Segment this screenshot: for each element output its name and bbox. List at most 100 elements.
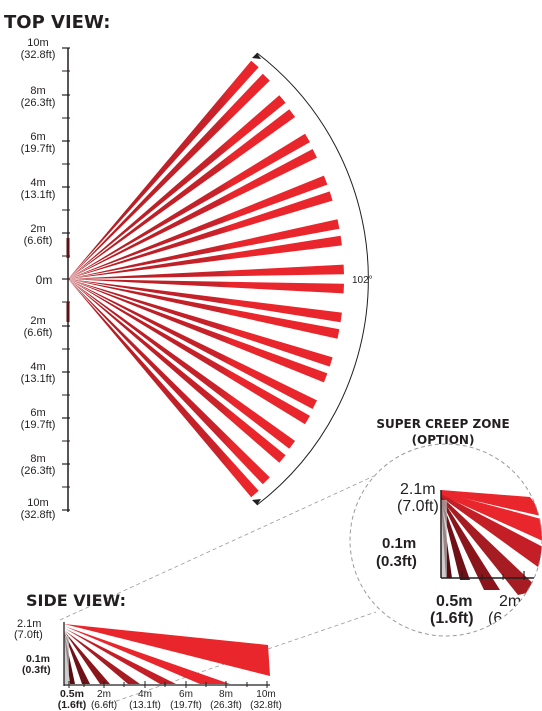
tick-label-ft: (13.1ft) xyxy=(21,373,56,385)
zoom-beam xyxy=(441,492,542,542)
tick-label-ft: (6.6ft) xyxy=(24,327,53,339)
top-view-beam xyxy=(68,279,259,498)
side-height-m: 2.1m xyxy=(17,618,41,630)
top-view-beam xyxy=(68,219,340,279)
top-view-beam xyxy=(68,191,333,279)
top-view-beam xyxy=(68,235,342,279)
top-view-beam xyxy=(68,73,270,279)
top-view-beam xyxy=(68,279,344,294)
top-view-scale-axis xyxy=(62,47,70,512)
side-tick-label-m: 10m xyxy=(256,689,275,700)
top-view-beam xyxy=(68,264,344,279)
top-view-beam xyxy=(68,279,342,323)
tick-label-m: 6m xyxy=(30,407,45,419)
top-view-beam xyxy=(68,60,259,280)
creep-zone-inset: SUPER CREEP ZONE (OPTION) 2.1m (7.0ft) 0… xyxy=(59,417,542,709)
tick-label-m: 6m xyxy=(30,131,45,143)
side-gray-band xyxy=(64,636,69,684)
side-view: SIDE VIEW: 2.1m xyxy=(14,591,282,711)
side-tick-label-m: 4m xyxy=(138,689,152,700)
tick-label-ft: (19.7ft) xyxy=(21,419,56,431)
zoom-dist-m: 0.5m xyxy=(436,593,472,610)
side-tick-labels: 2m (6.6ft) 4m (13.1ft) 6m (19.7ft) 8m (2… xyxy=(91,689,282,711)
top-view-beam xyxy=(68,279,286,463)
tick-label-ft: (6.6ft) xyxy=(24,235,53,247)
side-beam xyxy=(64,624,270,676)
top-view-beam xyxy=(68,109,296,279)
zoom-height-m: 2.1m xyxy=(400,481,436,498)
zoom-circle xyxy=(349,443,542,637)
side-low-ft: (0.3ft) xyxy=(22,664,51,676)
top-view-beam xyxy=(68,133,310,279)
tick-label-ft: (19.7ft) xyxy=(21,143,56,155)
side-beam xyxy=(64,632,90,684)
creep-zone-magnified-beams: 2.1m (7.0ft) 0.1m (0.3ft) 0.5m (1.6ft) 2… xyxy=(350,444,542,636)
side-beam xyxy=(64,628,176,684)
top-view-beam xyxy=(68,175,328,279)
side-axis-ticks xyxy=(68,681,268,688)
side-tick-label-ft: (6.6ft) xyxy=(91,700,117,711)
arc-arrow-top xyxy=(252,53,261,59)
zoom-beam xyxy=(441,496,540,595)
top-view-beam xyxy=(68,279,333,367)
arc-arrow-bottom xyxy=(252,499,261,505)
tick-label-ft: (32.8ft) xyxy=(21,509,56,521)
zoom-height-ft: (7.0ft) xyxy=(397,498,439,515)
top-view-beam xyxy=(68,279,270,485)
top-view-beam xyxy=(68,279,317,409)
tick-label-m: 8m xyxy=(30,453,45,465)
sensor-mark-upper xyxy=(66,238,70,258)
side-tick-label-ft: (32.8ft) xyxy=(250,700,282,711)
top-view-beam xyxy=(68,95,286,279)
side-dist-m: 0.5m xyxy=(60,688,84,700)
tick-label-ft: (13.1ft) xyxy=(21,189,56,201)
tick-label-m: 2m xyxy=(30,315,45,327)
zoom-next-m: 2m xyxy=(499,593,521,610)
tick-label-ft: (26.3ft) xyxy=(21,97,56,109)
top-view-beam xyxy=(68,279,340,339)
zoom-dist-ft: (1.6ft) xyxy=(430,610,474,627)
angle-label: 102° xyxy=(352,275,373,286)
tick-label-m: 8m xyxy=(30,85,45,97)
angle-arc xyxy=(256,52,369,506)
tick-label-m: 4m xyxy=(30,361,45,373)
tick-label-m: 10m xyxy=(27,37,48,49)
zoom-connector-upper xyxy=(59,475,375,621)
top-view-scale-labels: 10m (32.8ft) 8m (26.3ft) 6m (19.7ft) 4m … xyxy=(21,37,56,521)
zoom-low-m: 0.1m xyxy=(382,535,416,552)
tick-label-m: 4m xyxy=(30,177,45,189)
top-view-beam xyxy=(68,279,328,383)
tick-label-m: 10m xyxy=(27,497,48,509)
zoom-beam xyxy=(441,497,500,590)
zoom-low-ft: (0.3ft) xyxy=(376,553,417,570)
side-tick-label-ft: (26.3ft) xyxy=(210,700,242,711)
creep-zone-subtitle: (OPTION) xyxy=(412,433,475,447)
tick-label-ft: (32.8ft) xyxy=(21,49,56,61)
top-view-beam xyxy=(68,149,317,279)
creep-zone-title: SUPER CREEP ZONE xyxy=(376,417,509,431)
side-tick-label-m: 8m xyxy=(219,689,233,700)
side-tick-label-ft: (19.7ft) xyxy=(170,700,202,711)
top-view-beam xyxy=(68,279,310,425)
side-tick-label-m: 6m xyxy=(179,689,193,700)
zoom-beam xyxy=(441,490,542,517)
tick-label-ft: (26.3ft) xyxy=(21,465,56,477)
side-dist-ft: (1.6ft) xyxy=(58,699,87,711)
side-beam xyxy=(64,630,140,684)
zoom-beam xyxy=(441,494,542,572)
top-view-angle-indicator: 102° xyxy=(252,52,373,506)
creep-zone-gray-band xyxy=(441,500,447,578)
tick-label-zero: 0m xyxy=(36,273,53,287)
top-view-beam xyxy=(68,279,296,449)
top-view: TOP VIEW: xyxy=(4,12,373,521)
side-low-m: 0.1m xyxy=(26,653,50,665)
side-height-ft: (7.0ft) xyxy=(14,629,43,641)
side-tick-label-ft: (13.1ft) xyxy=(129,700,161,711)
zoom-beam xyxy=(441,498,470,580)
top-view-title: TOP VIEW: xyxy=(4,12,110,33)
sensor-mark-lower xyxy=(66,302,70,322)
side-beam xyxy=(64,631,110,684)
tick-label-m: 2m xyxy=(30,223,45,235)
side-view-beams xyxy=(64,624,270,684)
